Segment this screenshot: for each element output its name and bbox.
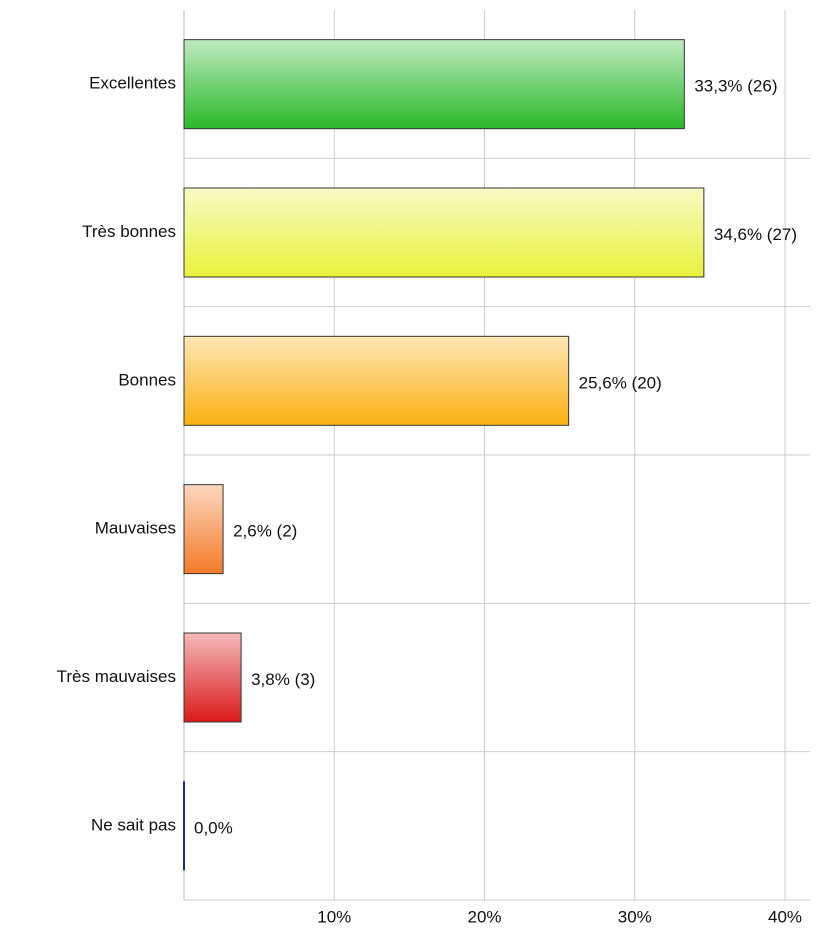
x-tick-label: 20% — [467, 907, 501, 926]
value-label: 2,6% (2) — [233, 522, 297, 541]
y-tick-label: Bonnes — [118, 370, 176, 389]
y-tick-label: Excellentes — [89, 74, 176, 93]
x-tick-label: 30% — [618, 907, 652, 926]
y-tick-label: Très mauvaises — [57, 667, 176, 686]
y-tick-label: Très bonnes — [82, 222, 176, 241]
bar — [183, 335, 570, 426]
bar — [183, 484, 224, 575]
value-label: 33,3% (26) — [694, 77, 777, 96]
y-tick-label: Ne sait pas — [91, 815, 176, 834]
value-label: 25,6% (20) — [579, 373, 662, 392]
value-label: 3,8% (3) — [251, 670, 315, 689]
value-label: 0,0% — [194, 818, 233, 837]
x-tick-label: 40% — [768, 907, 802, 926]
bar — [183, 39, 685, 130]
bar — [183, 632, 242, 723]
x-tick-label: 10% — [317, 907, 351, 926]
y-tick-label: Mauvaises — [95, 519, 176, 538]
bar — [183, 187, 705, 278]
value-label: 34,6% (27) — [714, 225, 797, 244]
